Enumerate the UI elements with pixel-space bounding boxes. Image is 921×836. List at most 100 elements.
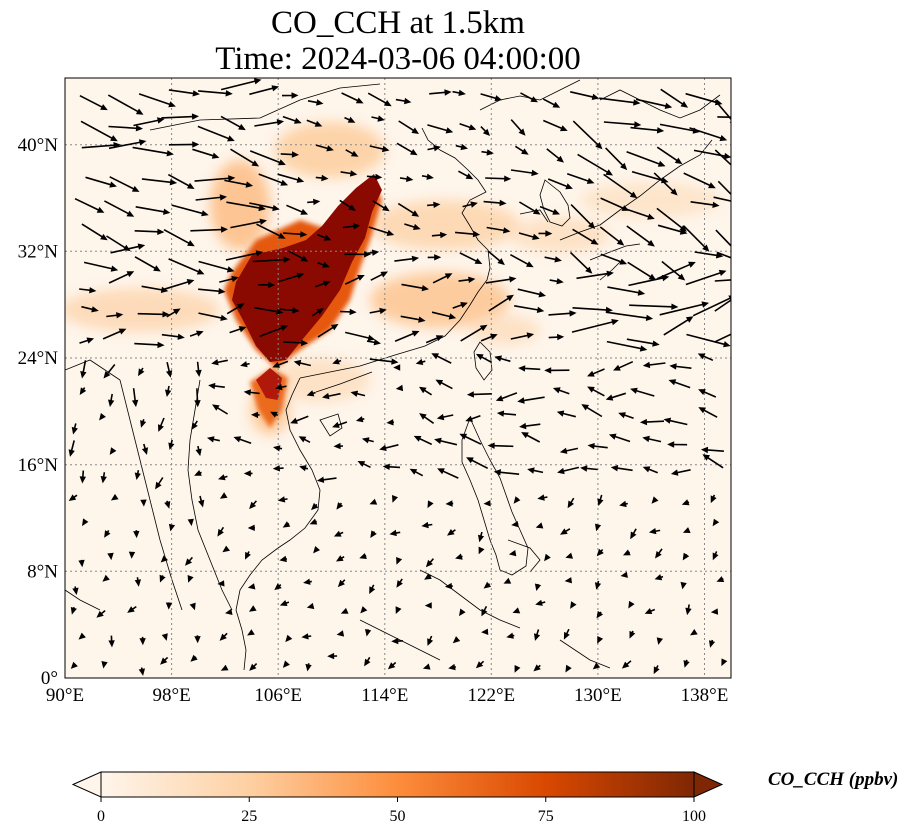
wind-arrow [392,495,398,503]
wind-arrow [577,153,613,176]
wind-arrow [547,178,573,190]
wind-arrow [387,661,397,670]
wind-arrow [256,223,286,239]
wind-arrow [512,607,521,614]
wind-arrow [683,659,690,668]
wind-arrow [613,360,634,371]
wind-arrow [131,388,139,408]
wind-arrow [282,521,291,528]
wind-arrow [656,637,663,645]
wind-arrow [682,552,690,561]
wind-arrow [344,116,356,123]
wind-arrow [134,341,165,349]
wind-arrow [389,529,401,537]
wind-arrow [518,232,540,240]
wind-arrow [108,139,147,150]
wind-arrow [277,173,305,183]
wind-arrow [415,358,426,365]
wind-arrow [653,172,678,196]
wind-arrow [690,629,698,636]
colorbar-tick-label: 25 [241,808,257,825]
wind-arrow [247,524,255,531]
wind-arrow [681,499,690,506]
wind-arrow [337,579,346,588]
colorbar-min-extend [71,771,102,798]
wind-arrow [305,663,312,672]
wind-arrow [332,421,348,428]
wind-arrow [165,602,173,610]
wind-arrow [298,436,311,444]
wind-arrow [623,549,631,556]
wind-arrow [466,391,492,398]
wind-arrow [189,602,196,611]
wind-arrow [208,382,225,390]
wind-arrow [272,465,284,472]
wind-arrow [569,251,593,274]
wind-arrow [455,143,468,151]
wind-arrow [369,358,399,365]
wind-arrow [452,89,466,96]
wind-arrow [444,582,453,590]
wind-arrow [360,606,368,614]
wind-arrow [605,392,627,401]
wind-arrow [620,571,628,578]
wind-arrow [393,364,401,371]
wind-arrow [249,500,257,510]
wind-arrow [610,465,633,472]
wind-arrow [369,584,376,594]
wind-arrow [306,390,316,397]
wind-arrow [134,228,165,235]
wind-arrow [431,231,448,239]
wind-arrow [135,206,171,215]
wind-arrow [345,331,376,341]
wind-arrow [127,605,137,613]
wind-arrow [79,337,95,344]
wind-arrow [709,639,716,648]
wind-arrow [134,470,141,480]
wind-arrow [191,420,198,430]
wind-arrow [195,194,227,201]
wind-arrow [548,333,565,341]
wind-arrow [194,175,236,182]
wind-arrow [514,665,521,673]
wind-arrow [657,261,696,280]
wind-arrow [603,173,638,199]
wind-arrow [339,199,356,211]
wind-arrow [396,578,403,588]
wind-arrow [427,254,442,261]
wind-arrow [487,442,514,449]
wind-arrow [80,360,87,379]
wind-arrow [288,250,309,262]
wind-arrow [425,335,444,344]
wind-arrow [361,437,374,444]
wind-arrow [546,148,564,163]
wind-arrow [660,88,689,108]
wind-arrow [341,92,364,104]
wind-arrow [630,528,637,540]
wind-arrow [702,454,724,469]
wind-arrow [629,630,636,639]
wind-arrow [618,412,634,419]
wind-arrow [694,251,724,259]
wind-arrow [548,310,577,317]
wind-arrow [539,205,560,215]
wind-arrow [429,89,452,96]
wind-arrow [192,148,220,159]
wind-arrow [278,272,305,283]
wind-arrow [230,148,260,167]
wind-arrow [533,664,541,672]
wind-arrow [243,470,253,477]
colorbar-tick-label: 75 [538,808,554,825]
wind-arrow [710,494,717,504]
colorbar: 0 25 50 75 100 [71,771,724,825]
wind-arrow [233,436,252,445]
map-title: CO_CCH at 1.5km [271,5,525,41]
wind-arrow [587,443,608,450]
wind-arrow [345,149,359,157]
wind-arrow [249,85,280,96]
wind-arrow [140,499,147,507]
wind-arrow [282,660,290,668]
wind-arrow [286,204,309,215]
wind-arrow [168,439,175,450]
wind-arrow [667,441,688,448]
